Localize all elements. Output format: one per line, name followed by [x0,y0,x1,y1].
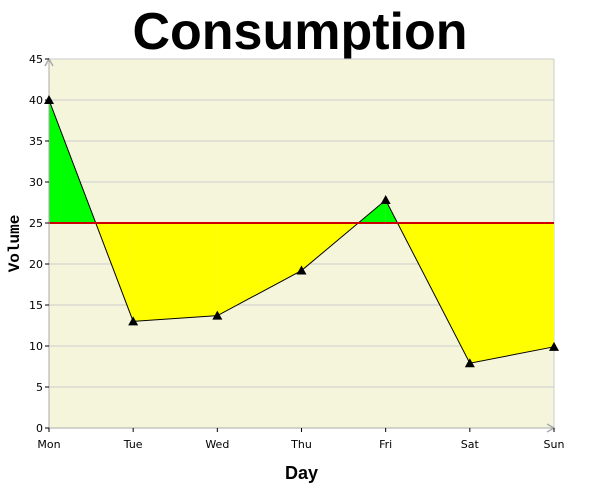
x-tick-label: Mon [37,438,60,451]
data-point-marker [380,195,391,205]
area-below-threshold [217,223,302,316]
data-point-marker [128,316,139,326]
y-axis-label: Volume [6,215,24,273]
x-tick-label: Sat [461,438,480,451]
x-axis-label: Day [285,463,318,483]
data-point-marker [549,341,559,351]
x-tick-labels: Mon Tue Wed Thu Fri Sat Sun [37,428,564,451]
y-tick-labels: 0 5 10 15 20 25 30 35 40 45 [29,53,49,435]
y-tick-label: 5 [36,381,43,394]
x-tick-label: Wed [205,438,229,451]
y-tick-label: 35 [29,135,43,148]
y-tick-label: 10 [29,340,43,353]
x-tick-label: Fri [379,438,392,451]
data-point-marker [212,310,223,320]
y-tick-label: 25 [29,217,43,230]
area-below-threshold [469,223,554,364]
y-tick-label: 30 [29,176,43,189]
x-tick-label: Tue [123,438,143,451]
y-tick-label: 0 [36,422,43,435]
data-point-marker [464,358,475,368]
y-tick-label: 15 [29,299,43,312]
data-point-marker [296,265,307,275]
y-tick-label: 20 [29,258,43,271]
x-tick-label: Sun [544,438,565,451]
y-tick-label: 45 [29,53,43,66]
data-point-marker [44,95,54,104]
chart-title: Consumption [132,3,468,61]
y-tick-label: 40 [29,94,43,107]
data-markers [44,95,559,368]
x-tick-label: Thu [290,438,312,451]
area-below-threshold [133,223,218,322]
